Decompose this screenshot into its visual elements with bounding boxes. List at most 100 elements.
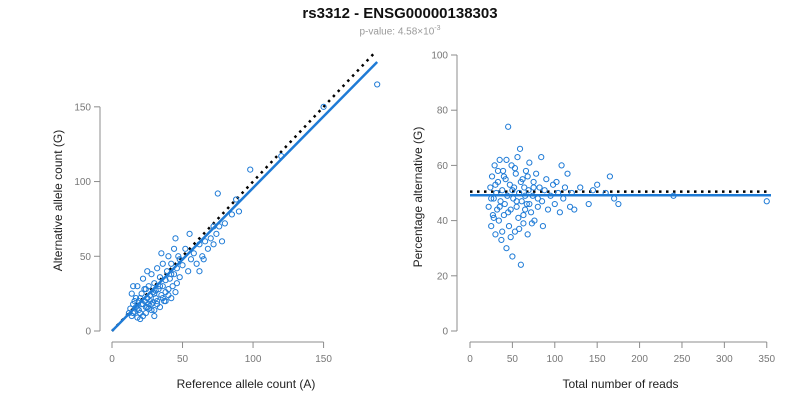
x-tick-label: 100 [546,354,563,365]
data-point [509,187,516,194]
data-point [488,223,495,230]
data-point [530,178,537,186]
data-point [543,176,550,183]
data-point [499,228,506,235]
data-point [513,203,520,210]
allele-count-scatter-panel: 0 50 100 150 0 50 100 150 Reference allele count… [51,52,381,391]
data-point [210,223,217,230]
x-tick-label: 150 [589,354,606,365]
data-point [513,198,520,205]
data-point [145,305,152,312]
data-point [556,209,563,216]
data-point [547,192,554,199]
data-point [499,187,506,194]
data-point [491,162,498,169]
data-point [551,200,558,208]
data-point [142,286,149,293]
data-point [544,206,552,213]
data-point [495,217,502,224]
data-point [585,200,592,208]
data-point [145,301,152,308]
data-point [165,253,172,260]
data-point [179,262,186,269]
data-point [158,292,165,299]
data-point [493,189,500,197]
data-point [555,189,562,197]
data-point [500,173,508,180]
data-point [571,206,578,213]
data-point [533,170,540,177]
data-point [527,209,535,216]
data-point [510,195,517,202]
data-point [134,305,141,312]
data-point [151,280,158,287]
data-point [522,206,529,213]
data-point [518,198,525,205]
data-point [163,268,171,275]
data-point [168,295,175,302]
data-point [154,298,161,305]
data-point [196,241,203,248]
data-point [524,173,531,180]
data-point [534,203,541,210]
data-point [524,231,531,238]
data-point [670,192,677,199]
data-point [170,271,178,278]
data-point [539,223,547,230]
data-point [151,306,158,314]
data-point [516,145,524,152]
data-point [159,260,166,267]
data-point [128,290,135,297]
data-point [516,225,523,232]
y-tick-label: 20 [437,271,449,282]
fitted-ratio-line [111,61,379,332]
data-point [130,283,137,290]
x-tick-label: 250 [674,354,691,365]
data-point [169,283,176,290]
data-point [175,253,182,260]
data-point [514,154,521,161]
data-point [505,123,512,130]
data-point [141,298,148,305]
data-point [501,200,508,208]
data-point [128,312,135,320]
data-point [534,195,541,202]
data-point [139,312,147,320]
data-point [214,190,221,197]
chart-title: rs3312 - ENSG00000138303 [302,5,498,22]
y-tick-label: 150 [74,102,91,113]
y-tick-label: 50 [80,252,92,263]
data-point [151,312,158,320]
x-tick-label: 50 [177,354,189,365]
y-tick-label: 0 [442,327,448,338]
data-point [218,238,226,245]
data-point [156,303,164,311]
data-point [213,230,220,237]
x-tick-label: 50 [507,354,519,365]
data-point [151,290,158,297]
data-point [131,298,138,305]
data-point [187,256,195,263]
chart-subtitle: p-value: 4.58×10-3 [0,25,800,37]
data-point [615,200,622,208]
data-point [488,195,495,202]
percentage-alternative-scatter-panel: 0 20 40 60 80 100 0 50 100 150 200 250 300 350 Total n… [411,51,776,392]
data-point [216,223,223,230]
data-point [176,256,183,263]
x-tick-label: 300 [716,354,733,365]
data-point [528,220,535,227]
data-point [525,187,532,194]
data-point [228,211,235,218]
data-point [144,268,151,275]
data-point [763,198,770,205]
data-point [611,195,618,202]
y-tick-label: 100 [74,177,91,188]
data-point [536,184,543,191]
y-axis-title: Percentage alternative (G) [411,127,425,268]
data-point [485,203,492,210]
data-point [374,81,381,88]
data-point [278,153,285,160]
data-point [529,192,536,199]
data-point [508,162,515,169]
